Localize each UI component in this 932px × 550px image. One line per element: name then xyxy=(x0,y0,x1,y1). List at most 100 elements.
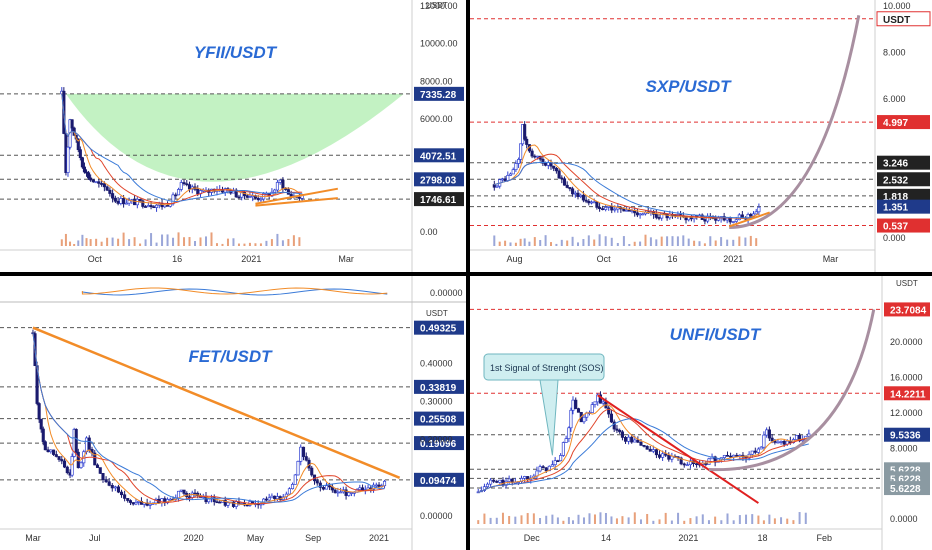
yfii-candle-body xyxy=(124,202,128,205)
unfi-sos-callout-text: 1st Signal of Strenght (SOS) xyxy=(490,363,604,373)
yfii-candle-body xyxy=(113,197,117,202)
unfi-axis-unit: USDT xyxy=(896,279,918,288)
yfii-candle-body xyxy=(176,189,181,196)
sxp-volume-bar xyxy=(533,237,536,246)
fet-candle-body xyxy=(95,464,100,468)
yfii-volume-bar xyxy=(89,239,92,246)
unfi-candle-body xyxy=(753,450,757,453)
yfii-candle-body xyxy=(237,196,241,199)
fet-candle-body xyxy=(377,484,381,487)
yfii-volume-bar xyxy=(139,243,142,246)
sxp-volume-bar xyxy=(610,237,613,246)
sxp-candle-body xyxy=(517,159,521,164)
fet-chart[interactable]: 0.00000 0.49325 0.33819 0.25508 0.19096 0.094… xyxy=(0,276,466,550)
sxp-candle-body xyxy=(734,219,738,222)
yfii-x-tick-0: Oct xyxy=(88,254,103,264)
sxp-candle-body xyxy=(581,194,585,201)
fet-x-tick-5: 2021 xyxy=(369,533,389,543)
yfii-candle-body xyxy=(245,195,249,198)
yfii-ma-slow xyxy=(61,93,303,203)
fet-candle-body xyxy=(333,489,337,493)
unfi-price-label-1 xyxy=(884,386,930,401)
sxp-volume-bar xyxy=(660,236,663,246)
fet-price-label-text-3: 0.19096 xyxy=(420,439,457,450)
yfii-price-label-1 xyxy=(414,148,464,163)
sxp-volume-bar xyxy=(703,243,706,246)
fet-candle-body xyxy=(290,484,295,490)
sxp-volume-bar xyxy=(628,243,631,246)
yfii-x-tick-2: 2021 xyxy=(241,254,261,264)
fet-candle-body xyxy=(52,449,56,455)
unfi-candle-body xyxy=(620,431,624,438)
sxp-candle-body xyxy=(533,155,537,158)
sxp-volume-bar xyxy=(523,238,526,246)
fet-candle-body xyxy=(65,466,69,474)
fet-candle-body xyxy=(350,492,354,494)
unfi-candle-body xyxy=(765,429,769,436)
sxp-candle-body xyxy=(714,218,718,221)
yfii-chart-panel[interactable]: 7335.28 4072.51 2798.03 1746.61 12000.00 1000… xyxy=(0,0,466,272)
sxp-volume-bar xyxy=(493,235,496,246)
yfii-volume-bar xyxy=(150,233,153,246)
fet-candle-body xyxy=(275,496,279,500)
unfi-candle-body xyxy=(645,446,649,450)
unfi-volume-bar xyxy=(520,515,523,524)
unfi-candle-body xyxy=(618,429,622,433)
fet-candle-body xyxy=(98,467,102,474)
sxp-candle-body xyxy=(731,221,735,223)
yfii-candle-body xyxy=(127,200,131,204)
yfii-price-label-2 xyxy=(414,172,464,187)
unfi-volume-bar xyxy=(477,520,480,524)
unfi-candle-body xyxy=(688,460,692,466)
fet-candle-body xyxy=(107,481,111,486)
fet-candle-body xyxy=(57,456,61,460)
yfii-chart[interactable]: 7335.28 4072.51 2798.03 1746.61 12000.00 1000… xyxy=(0,0,466,272)
unfi-y-tick-4: 0.0000 xyxy=(890,514,918,524)
unfi-candle-body xyxy=(779,441,783,443)
yfii-volume-bar xyxy=(69,241,72,246)
unfi-chart-panel[interactable]: 23.7084 14.2211 9.5336 5.6228 5.6228 5.6228 20… xyxy=(470,276,932,550)
sxp-y-tick-2: 6.000 xyxy=(883,94,906,104)
unfi-candle-body xyxy=(633,439,637,443)
unfi-candle-body xyxy=(590,404,594,413)
unfi-volume-bar xyxy=(689,518,692,524)
yfii-candle-body xyxy=(119,198,123,204)
fet-oscillator-line-a xyxy=(81,288,388,296)
yfii-candle-body xyxy=(70,119,74,129)
unfi-chart-title: UNFI/USDT xyxy=(670,325,762,344)
yfii-candle-body xyxy=(89,177,93,181)
yfii-volume-bar xyxy=(226,238,229,246)
unfi-y-tick-2: 12.0000 xyxy=(890,408,923,418)
fet-chart-panel[interactable]: 0.00000 0.49325 0.33819 0.25508 0.19096 0.094… xyxy=(0,276,466,550)
yfii-price-label-3 xyxy=(414,192,464,207)
yfii-volume-bar xyxy=(117,238,120,246)
unfi-chart[interactable]: 23.708414.22119.53365.62285.62285.622820… xyxy=(470,276,932,550)
sxp-x-tick-0: Aug xyxy=(507,254,523,264)
fet-ma-fast xyxy=(32,332,385,506)
unfi-volume-bar xyxy=(732,520,735,524)
yfii-volume-bar xyxy=(64,233,67,246)
yfii-volume-bar xyxy=(81,234,84,246)
unfi-volume-bar xyxy=(615,518,618,524)
fet-candle-body xyxy=(49,449,53,453)
sxp-chart-panel[interactable]: USDT 4.997 3.246 2.532 1.818 1.351 0.537 10.000… xyxy=(470,0,932,272)
unfi-price-label-0 xyxy=(884,302,930,317)
unfi-volume-bar xyxy=(664,512,667,524)
sxp-candle-body xyxy=(622,208,626,212)
unfi-ma-mid xyxy=(478,408,809,493)
unfi-candle-body xyxy=(639,441,643,446)
sxp-volume-bar xyxy=(744,237,747,246)
sxp-price-label-text-6: 0.537 xyxy=(883,222,908,233)
sxp-x-tick-2: 16 xyxy=(667,254,677,264)
unfi-volume-bar xyxy=(652,520,655,524)
unfi-ma-slow xyxy=(478,418,809,493)
sxp-price-label-text-3: 2.532 xyxy=(883,175,908,186)
yfii-candle-body xyxy=(281,179,285,189)
fet-candle-body xyxy=(324,485,329,490)
sxp-volume-bar xyxy=(671,236,674,246)
unfi-price-label-text-1: 14.2211 xyxy=(890,389,926,400)
yfii-volume-bar xyxy=(177,232,180,246)
yfii-volume-bar xyxy=(237,243,240,246)
unfi-parabolic-curve xyxy=(708,309,876,472)
